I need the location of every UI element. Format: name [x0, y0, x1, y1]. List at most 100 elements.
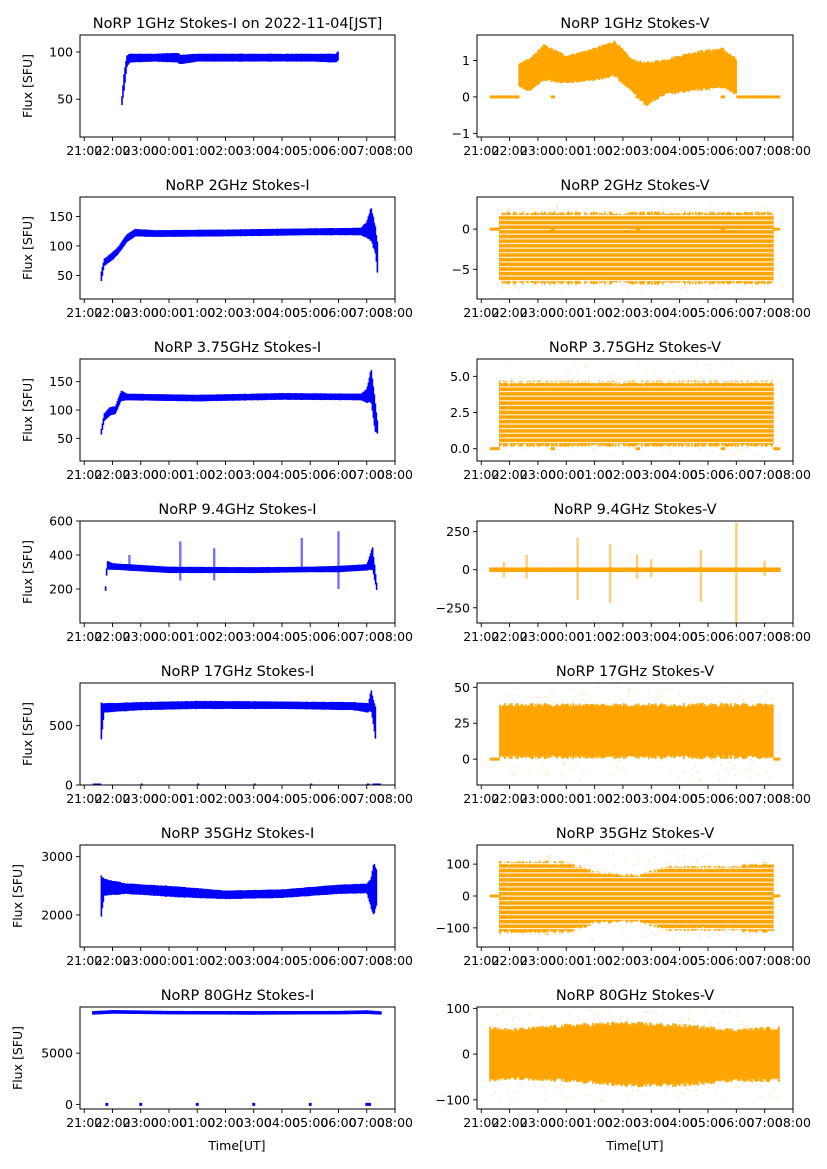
x-tick-label: 01:00	[577, 467, 613, 482]
data-band	[724, 567, 726, 572]
data-band	[109, 254, 112, 262]
data-band	[603, 567, 605, 572]
data-band	[555, 862, 557, 933]
level-gap	[499, 233, 774, 235]
data-band	[187, 1011, 189, 1015]
data-band	[146, 565, 149, 572]
data-band	[313, 53, 315, 62]
data-band	[157, 394, 160, 401]
data-band	[731, 56, 733, 92]
x-tick-label: 05:00	[292, 305, 328, 320]
data-band	[500, 567, 502, 573]
data-band	[264, 701, 267, 709]
data-band	[242, 1011, 244, 1015]
data-band	[104, 586, 107, 591]
data-band	[167, 230, 170, 237]
data-band	[276, 228, 279, 236]
data-band	[654, 60, 656, 102]
data-band	[104, 257, 107, 266]
data-band	[623, 703, 625, 760]
data-band	[653, 872, 655, 925]
data-band	[245, 229, 248, 237]
data-band	[562, 703, 564, 759]
data-band	[312, 54, 314, 62]
data-band	[137, 229, 140, 237]
data-band	[544, 567, 546, 572]
data-band	[769, 864, 771, 932]
data-band	[280, 889, 283, 898]
data-band	[536, 52, 538, 84]
data-band	[309, 566, 312, 573]
data-band	[348, 227, 351, 236]
data-band	[727, 381, 729, 447]
data-band	[183, 886, 186, 898]
data-band	[638, 384, 640, 444]
data-band	[337, 884, 340, 894]
data-band	[355, 1010, 357, 1015]
data-band	[293, 888, 296, 898]
data-band	[339, 393, 342, 401]
data-band	[213, 1011, 215, 1015]
data-band	[522, 567, 524, 572]
data-band	[338, 228, 341, 236]
data-band	[732, 383, 734, 445]
data-band	[291, 393, 294, 400]
level-gap	[499, 252, 774, 254]
x-tick-label: 04:00	[662, 791, 698, 806]
data-band	[123, 237, 126, 246]
data-band	[304, 566, 307, 573]
data-band	[211, 229, 214, 237]
scatter-point	[616, 765, 618, 768]
data-band	[765, 380, 767, 448]
data-band	[369, 693, 372, 712]
data-band	[701, 865, 703, 931]
data-band	[646, 567, 648, 572]
data-band	[131, 1010, 133, 1014]
data-band	[734, 868, 736, 929]
data-band	[135, 564, 138, 572]
data-band	[335, 228, 338, 235]
data-band	[257, 393, 260, 401]
data-band	[166, 1010, 168, 1015]
data-band	[263, 889, 266, 899]
data-band	[511, 567, 513, 572]
data-band	[358, 227, 361, 236]
data-band	[749, 382, 751, 446]
data-band	[742, 863, 744, 933]
data-band	[218, 1011, 220, 1015]
data-band	[345, 227, 348, 236]
data-band	[697, 866, 699, 930]
data-band	[123, 74, 125, 91]
data-band	[100, 702, 103, 740]
data-band	[537, 49, 539, 86]
data-band	[726, 381, 728, 447]
data-band	[372, 865, 375, 915]
scatter-point	[756, 852, 759, 855]
zero-marker	[92, 783, 102, 785]
y-tick-label: 600	[49, 514, 73, 529]
data-band	[725, 867, 727, 930]
data-band	[106, 256, 109, 264]
data-band	[538, 380, 540, 448]
data-band	[663, 382, 665, 446]
data-band	[499, 567, 501, 573]
data-band	[150, 230, 153, 237]
data-band	[202, 394, 205, 402]
data-band	[735, 59, 737, 94]
data-band	[755, 567, 757, 572]
data-band	[305, 701, 308, 710]
data-band	[371, 547, 374, 570]
data-band	[498, 567, 500, 572]
data-band	[720, 567, 722, 572]
data-band	[283, 889, 286, 898]
scatter-point	[653, 373, 656, 375]
data-band	[599, 704, 601, 758]
data-band	[162, 394, 165, 401]
data-band	[102, 1010, 104, 1015]
scatter-point	[667, 931, 670, 933]
data-band	[279, 228, 282, 236]
data-band	[525, 60, 527, 90]
data-band	[264, 889, 267, 899]
data-band	[163, 53, 165, 63]
data-band	[719, 866, 721, 931]
